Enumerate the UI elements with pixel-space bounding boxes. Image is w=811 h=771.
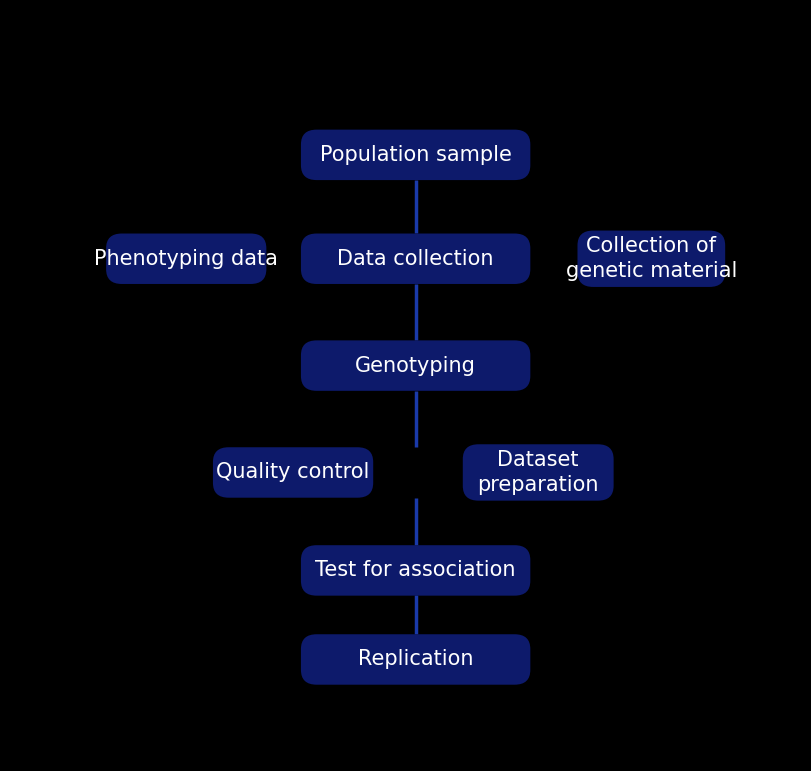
FancyBboxPatch shape bbox=[463, 444, 614, 500]
FancyBboxPatch shape bbox=[301, 130, 530, 180]
Text: Phenotyping data: Phenotyping data bbox=[94, 249, 278, 269]
Text: Population sample: Population sample bbox=[320, 145, 512, 165]
FancyBboxPatch shape bbox=[106, 234, 266, 284]
Text: Test for association: Test for association bbox=[315, 561, 516, 581]
Text: Genotyping: Genotyping bbox=[355, 355, 476, 375]
FancyBboxPatch shape bbox=[301, 635, 530, 685]
FancyBboxPatch shape bbox=[301, 545, 530, 596]
FancyBboxPatch shape bbox=[301, 234, 530, 284]
Text: Dataset
preparation: Dataset preparation bbox=[478, 450, 599, 495]
FancyBboxPatch shape bbox=[213, 447, 373, 498]
Text: Quality control: Quality control bbox=[217, 463, 370, 483]
Text: Replication: Replication bbox=[358, 649, 474, 669]
Text: Data collection: Data collection bbox=[337, 249, 494, 269]
Text: Collection of
genetic material: Collection of genetic material bbox=[565, 237, 737, 281]
FancyBboxPatch shape bbox=[577, 231, 725, 287]
FancyBboxPatch shape bbox=[301, 340, 530, 391]
